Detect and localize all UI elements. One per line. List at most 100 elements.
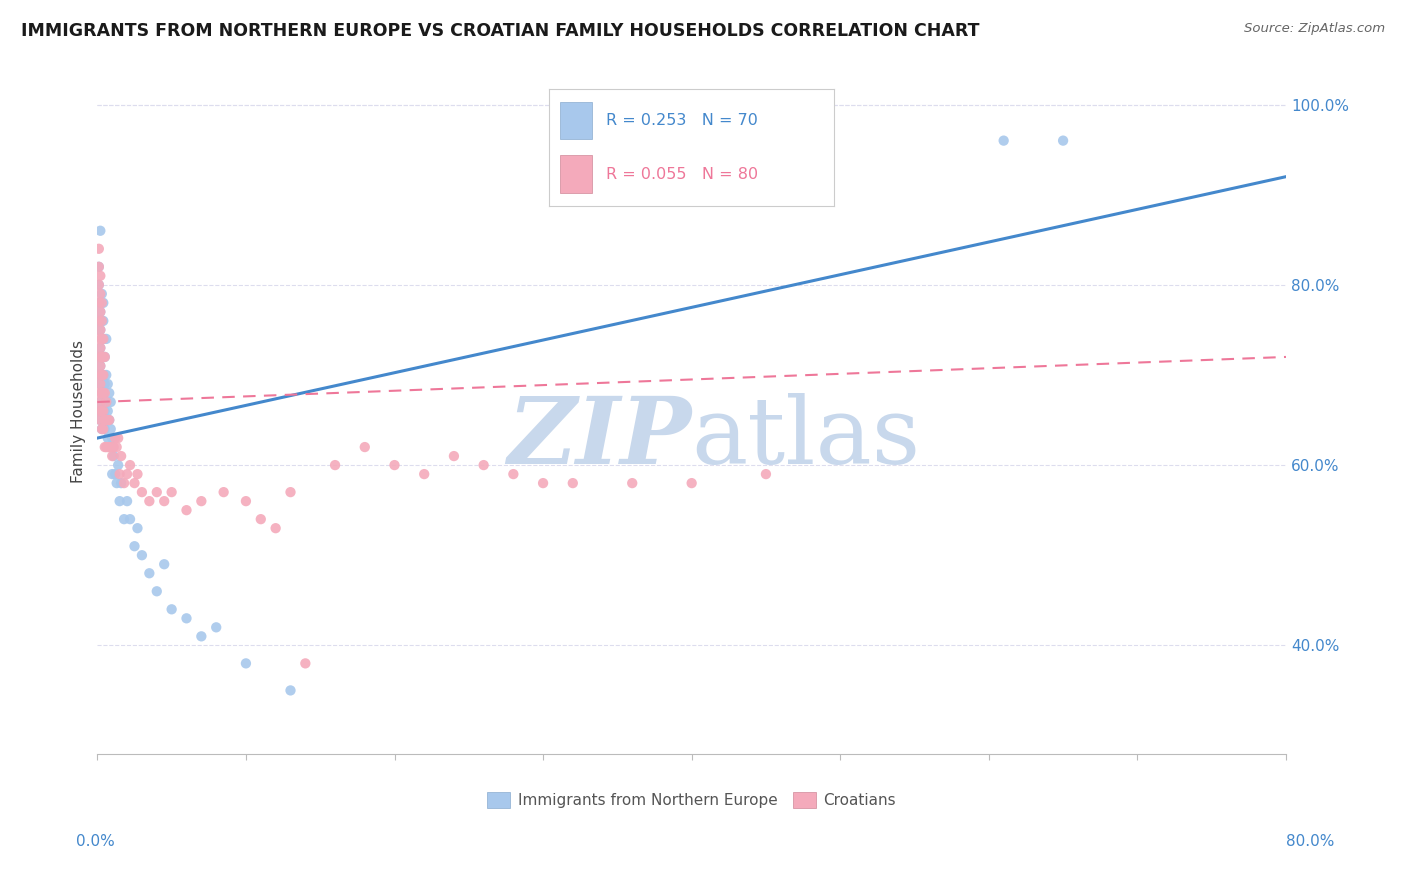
Point — [118, 458, 141, 472]
Point — [87, 314, 110, 328]
Point — [621, 476, 644, 491]
Point — [384, 458, 406, 472]
Point — [90, 368, 112, 382]
Point — [87, 277, 110, 292]
Point — [97, 431, 120, 445]
Point — [249, 512, 271, 526]
Point — [502, 467, 524, 482]
Point — [90, 386, 112, 401]
Point — [138, 566, 160, 581]
Point — [110, 476, 132, 491]
Point — [90, 332, 112, 346]
Point — [87, 260, 110, 274]
Point — [112, 476, 135, 491]
Point — [413, 467, 436, 482]
Point — [105, 440, 128, 454]
Point — [443, 449, 465, 463]
Point — [110, 449, 132, 463]
Y-axis label: Family Households: Family Households — [72, 340, 86, 483]
Point — [87, 332, 110, 346]
Point — [91, 386, 114, 401]
Point — [89, 286, 111, 301]
Point — [294, 657, 316, 671]
Point — [87, 296, 110, 310]
Point — [124, 476, 146, 491]
Point — [89, 413, 111, 427]
Point — [87, 277, 110, 292]
Point — [90, 404, 112, 418]
Point — [96, 440, 118, 454]
Point — [124, 539, 146, 553]
Point — [87, 314, 110, 328]
Point — [91, 350, 114, 364]
Point — [138, 494, 160, 508]
Point — [89, 395, 111, 409]
Point — [97, 413, 120, 427]
Point — [87, 260, 110, 274]
Point — [105, 476, 128, 491]
Text: IMMIGRANTS FROM NORTHERN EUROPE VS CROATIAN FAMILY HOUSEHOLDS CORRELATION CHART: IMMIGRANTS FROM NORTHERN EUROPE VS CROAT… — [21, 22, 980, 40]
Point — [91, 350, 114, 364]
Point — [681, 476, 703, 491]
Point — [91, 368, 114, 382]
Text: 80.0%: 80.0% — [1286, 834, 1334, 848]
Point — [89, 376, 111, 391]
Point — [89, 305, 111, 319]
Point — [104, 431, 127, 445]
Point — [127, 467, 149, 482]
Point — [472, 458, 495, 472]
Point — [87, 368, 110, 382]
Text: atlas: atlas — [692, 393, 921, 483]
Point — [91, 404, 114, 418]
Point — [146, 584, 169, 599]
Point — [90, 422, 112, 436]
Point — [89, 359, 111, 373]
Point — [90, 286, 112, 301]
Point — [91, 404, 114, 418]
Point — [212, 485, 235, 500]
Point — [97, 404, 120, 418]
Point — [100, 422, 122, 436]
Point — [94, 376, 117, 391]
Point — [127, 521, 149, 535]
Point — [636, 115, 658, 129]
Point — [755, 467, 778, 482]
Point — [87, 404, 110, 418]
Point — [94, 440, 117, 454]
Point — [94, 404, 117, 418]
Point — [89, 268, 111, 283]
Point — [104, 467, 127, 482]
Point — [87, 323, 110, 337]
Point — [1052, 134, 1074, 148]
Point — [89, 359, 111, 373]
Point — [89, 341, 111, 355]
Point — [91, 332, 114, 346]
Point — [107, 458, 129, 472]
Point — [90, 332, 112, 346]
Point — [87, 386, 110, 401]
Point — [101, 431, 124, 445]
Point — [160, 485, 183, 500]
Point — [89, 341, 111, 355]
Point — [90, 422, 112, 436]
Point — [90, 296, 112, 310]
Point — [107, 431, 129, 445]
Point — [96, 368, 118, 382]
Point — [531, 476, 554, 491]
Point — [90, 350, 112, 364]
Point — [89, 323, 111, 337]
Point — [96, 413, 118, 427]
Point — [89, 413, 111, 427]
Point — [100, 395, 122, 409]
Point — [94, 422, 117, 436]
Point — [101, 449, 124, 463]
Legend: Immigrants from Northern Europe, Croatians: Immigrants from Northern Europe, Croatia… — [481, 786, 903, 814]
Point — [94, 386, 117, 401]
Point — [87, 242, 110, 256]
Text: Source: ZipAtlas.com: Source: ZipAtlas.com — [1244, 22, 1385, 36]
Point — [160, 602, 183, 616]
Point — [98, 440, 121, 454]
Point — [235, 657, 257, 671]
Point — [96, 395, 118, 409]
Point — [176, 503, 198, 517]
